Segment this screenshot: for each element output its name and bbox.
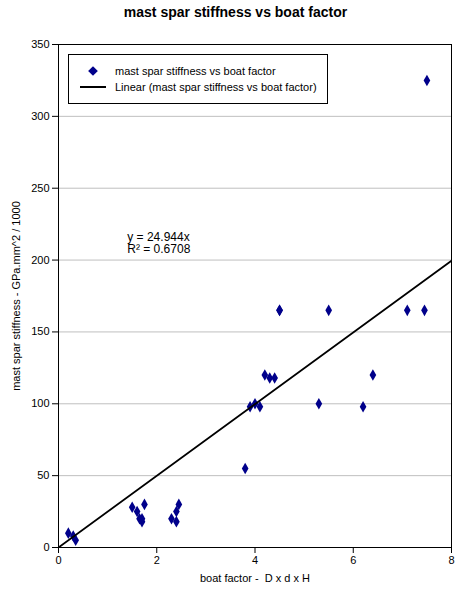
svg-text:boat factor - D x d x H: boat factor - D x d x H [200,572,310,584]
svg-text:y = 24.944xR² = 0.6708: y = 24.944xR² = 0.6708 [127,230,190,256]
svg-text:4: 4 [252,554,258,566]
html-text:mast spar stiffness vs boat fa: mast spar stiffness vs boat factor [123,4,348,20]
html-text:Linear (mast spar stiffness vs: Linear (mast spar stiffness vs boat fact… [115,81,317,93]
svg-text:300: 300 [31,110,49,122]
html-text:mast spar stiffness vs boat fa: mast spar stiffness vs boat factor [115,65,276,77]
svg-text:mast spar stiffness - GPa.mm^2: mast spar stiffness - GPa.mm^2 / 1000 [10,201,22,391]
svg-text:150: 150 [31,325,49,337]
svg-text:350: 350 [31,38,49,50]
svg-text:0: 0 [55,554,61,566]
svg-text:250: 250 [31,182,49,194]
svg-text:100: 100 [31,397,49,409]
svg-text:6: 6 [350,554,356,566]
svg-text:200: 200 [31,254,49,266]
svg-text:50: 50 [37,469,49,481]
svg-text:0: 0 [43,541,49,553]
svg-text:8: 8 [448,554,454,566]
svg-text:2: 2 [154,554,160,566]
